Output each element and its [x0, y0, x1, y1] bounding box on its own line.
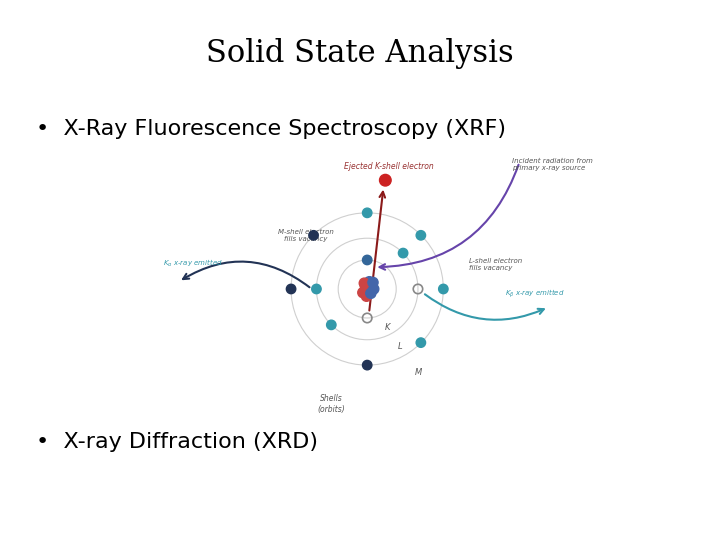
Text: $K_\beta$ x-ray emitted: $K_\beta$ x-ray emitted	[505, 287, 564, 300]
Text: K: K	[384, 322, 390, 332]
Circle shape	[362, 360, 372, 370]
Circle shape	[362, 208, 372, 218]
Text: Solid State Analysis: Solid State Analysis	[206, 38, 514, 69]
Circle shape	[327, 320, 336, 329]
Circle shape	[309, 231, 318, 240]
Circle shape	[359, 278, 369, 288]
Circle shape	[416, 231, 426, 240]
Circle shape	[360, 281, 371, 291]
Circle shape	[364, 276, 374, 287]
Text: $K_\alpha$ x-ray emitted: $K_\alpha$ x-ray emitted	[163, 258, 223, 269]
Text: •  X-ray Diffraction (XRD): • X-ray Diffraction (XRD)	[36, 432, 318, 452]
Circle shape	[358, 287, 368, 298]
Circle shape	[438, 284, 448, 294]
Circle shape	[398, 248, 408, 258]
Circle shape	[362, 255, 372, 265]
Circle shape	[361, 291, 372, 301]
Circle shape	[368, 278, 378, 287]
Text: M: M	[414, 368, 422, 377]
Circle shape	[312, 284, 321, 294]
Circle shape	[366, 288, 376, 299]
Text: L: L	[397, 342, 402, 352]
Text: M-shell electron
fills vacancy: M-shell electron fills vacancy	[278, 229, 333, 242]
Circle shape	[287, 284, 296, 294]
Circle shape	[416, 338, 426, 347]
Text: Shells
(orbits): Shells (orbits)	[317, 394, 345, 414]
Circle shape	[369, 284, 379, 294]
Text: •  X-Ray Fluorescence Spectroscopy (XRF): • X-Ray Fluorescence Spectroscopy (XRF)	[36, 119, 506, 139]
Circle shape	[379, 174, 391, 186]
Text: L-shell electron
fills vacancy: L-shell electron fills vacancy	[469, 258, 522, 271]
Text: Incident radiation from
primary x-ray source: Incident radiation from primary x-ray so…	[512, 158, 593, 172]
Text: Ejected K-shell electron: Ejected K-shell electron	[344, 162, 434, 171]
